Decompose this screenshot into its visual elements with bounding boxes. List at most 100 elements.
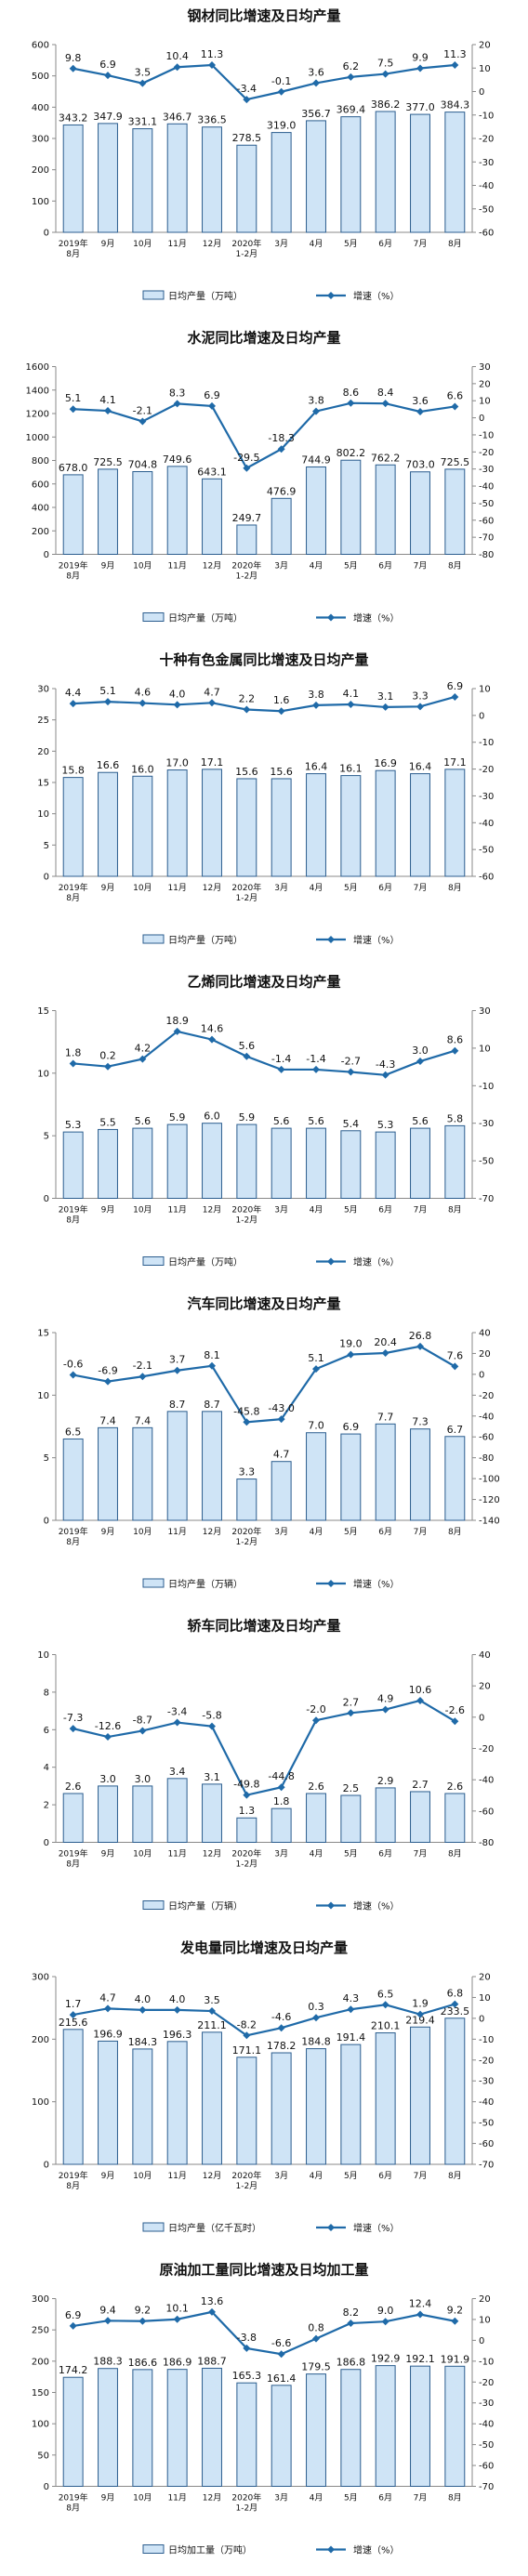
growth-point	[104, 72, 112, 80]
growth-value-label: 5.1	[65, 392, 82, 404]
growth-point	[347, 1068, 355, 1076]
bar	[340, 1794, 362, 1843]
legend: 日均产量（万吨） 增速（%）	[142, 1256, 400, 1268]
x-tick-label: 7月	[414, 239, 428, 249]
bar	[98, 468, 118, 555]
growth-point	[243, 1791, 251, 1799]
growth-value-label: 4.0	[169, 688, 186, 700]
growth-line	[73, 401, 455, 470]
x-tick-label: 4月	[310, 1527, 323, 1537]
chart-title: 水泥同比增速及日均产量	[187, 330, 340, 347]
bar	[98, 2040, 118, 2165]
right-tick-label: -20	[479, 2056, 494, 2066]
growth-value-label: -2.1	[133, 1360, 152, 1372]
bar-value-label: 191.9	[441, 2353, 470, 2365]
growth-value-label: 4.0	[169, 1993, 186, 2005]
growth-value-label: 4.9	[377, 1693, 394, 1705]
right-tick-label: 20	[479, 1682, 491, 1692]
bar	[306, 1127, 326, 1199]
bar-value-label: 8.7	[204, 1399, 220, 1411]
bar-value-label: 210.1	[371, 2020, 401, 2032]
x-tick-label: 11月	[167, 2493, 186, 2504]
growth-value-label: 19.0	[339, 1338, 363, 1350]
bar-value-label: 184.3	[128, 2036, 158, 2048]
bar	[132, 775, 153, 877]
bar	[132, 1785, 153, 1843]
x-tick-label: 7月	[414, 1849, 428, 1860]
growth-value-label: 6.6	[447, 389, 464, 401]
x-tick-label: 12月	[203, 2493, 221, 2504]
right-tick-label: 0	[479, 414, 484, 424]
bar-value-label: 5.9	[169, 1111, 186, 1124]
right-tick-label: 20	[479, 1973, 491, 1983]
bar-value-label: 7.4	[99, 1414, 116, 1426]
bar	[375, 1423, 396, 1521]
growth-point	[277, 87, 285, 96]
bar-value-label: 165.3	[232, 2370, 262, 2382]
x-tick-label: 3月	[274, 239, 288, 249]
x-tick-label: 2019年 8月	[59, 2492, 88, 2514]
legend: 日均产量（万吨） 增速（%）	[142, 934, 400, 946]
x-tick-label: 2020年 1-2月	[231, 2170, 261, 2191]
growth-value-label: -8.2	[237, 2018, 257, 2031]
bar-value-label: 343.2	[59, 112, 88, 124]
growth-point	[208, 401, 216, 410]
x-tick-label: 6月	[378, 1849, 392, 1860]
legend: 日均产量（万吨） 增速（%）	[142, 290, 400, 302]
growth-point	[381, 1348, 389, 1357]
growth-value-label: -6.9	[98, 1365, 117, 1377]
bar	[98, 1128, 118, 1199]
growth-value-label: 13.6	[201, 2295, 224, 2307]
right-tick-label: 0	[479, 1370, 484, 1380]
bar	[202, 769, 222, 877]
bar-value-label: 3.1	[204, 1771, 220, 1783]
bar	[375, 769, 396, 877]
growth-value-label: 0.8	[308, 2322, 324, 2334]
growth-point	[173, 1027, 181, 1035]
growth-point	[451, 402, 459, 411]
right-tick-label: -40	[479, 1412, 494, 1422]
growth-line	[73, 695, 455, 713]
legend-bar-label: 日均加工量（万吨）	[168, 2544, 252, 2556]
growth-point	[451, 2317, 459, 2325]
x-tick-label: 12月	[203, 1849, 221, 1860]
bar-value-label: 6.0	[204, 1111, 220, 1123]
growth-value-label: 7.6	[447, 1349, 464, 1361]
right-tick-label: 0	[479, 2014, 484, 2024]
growth-point	[347, 1350, 355, 1359]
chart-panel-4: 乙烯同比增速及日均产量 0 5 10 15 -70 -50 -30 -10 10 30 5.3 5.5 5…	[37, 974, 494, 1268]
growth-point	[381, 2318, 389, 2326]
bar-value-label: 5.5	[99, 1116, 116, 1128]
growth-point	[173, 701, 181, 709]
growth-value-label: 3.7	[169, 1354, 186, 1366]
left-tick-label: 0	[44, 1838, 49, 1848]
left-tick-label: 300	[32, 135, 49, 145]
growth-value-label: 5.1	[308, 1352, 324, 1364]
legend-line-marker	[327, 2224, 335, 2231]
x-tick-label: 3月	[274, 1849, 288, 1860]
bar-value-label: 5.6	[412, 1115, 429, 1127]
bar	[375, 2365, 396, 2487]
bar-value-label: 215.6	[59, 2017, 88, 2029]
growth-point	[69, 2011, 77, 2019]
left-tick-label: 5	[44, 841, 49, 851]
growth-point	[451, 1046, 459, 1055]
bar	[375, 111, 396, 233]
growth-point	[139, 79, 147, 87]
growth-value-label: 6.9	[65, 2309, 82, 2321]
right-tick-label: -10	[479, 2357, 494, 2367]
right-tick-label: -50	[479, 2119, 494, 2129]
growth-value-label: -43.0	[268, 1402, 294, 1414]
growth-value-label: 6.9	[447, 680, 464, 692]
bar	[236, 2382, 257, 2487]
chart-panel-7: 发电量同比增速及日均产量0100200300-70-60-50-40-30-20…	[32, 1939, 494, 2234]
bar-value-label: 386.2	[371, 99, 401, 111]
bar-value-label: 186.8	[337, 2357, 366, 2369]
growth-point	[104, 1377, 112, 1386]
x-tick-label: 3月	[274, 1205, 288, 1216]
x-tick-label: 8月	[448, 561, 462, 572]
right-tick-label: -80	[479, 1838, 494, 1848]
bar-value-label: 233.5	[441, 2005, 470, 2017]
chart-title: 钢材同比增速及日均产量	[187, 7, 340, 24]
growth-value-label: 2.7	[343, 1696, 360, 1708]
